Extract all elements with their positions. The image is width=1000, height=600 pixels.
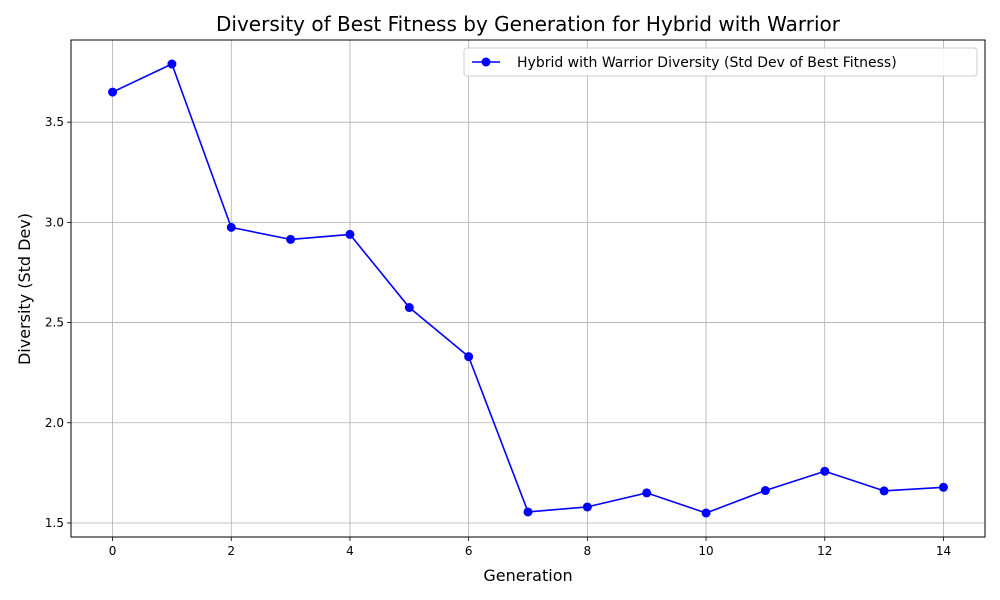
data-point: [938, 482, 948, 492]
y-tick-label: 1.5: [45, 516, 64, 530]
legend-marker-swatch: [481, 57, 491, 67]
data-point: [820, 466, 830, 476]
chart-title: Diversity of Best Fitness by Generation …: [216, 12, 841, 36]
y-tick-label: 3.0: [45, 215, 64, 229]
x-tick-label: 8: [584, 544, 592, 558]
data-point: [701, 508, 711, 518]
data-point: [879, 486, 889, 496]
y-tick-label: 2.5: [45, 316, 64, 330]
data-point: [404, 303, 414, 313]
data-point: [582, 502, 592, 512]
y-axis-label: Diversity (Std Dev): [15, 213, 34, 365]
x-tick-label: 12: [817, 544, 832, 558]
legend-box: [463, 47, 978, 77]
x-axis-label: Generation: [483, 566, 572, 585]
x-tick-label: 14: [936, 544, 951, 558]
x-tick-label: 6: [465, 544, 473, 558]
data-point: [286, 234, 296, 244]
data-point: [167, 59, 177, 69]
data-point: [464, 352, 474, 362]
data-point: [760, 486, 770, 496]
x-tick-label: 10: [698, 544, 713, 558]
x-tick-label: 4: [346, 544, 354, 558]
axis-ticks: 0 2 4 6 8 10 12 14 1.5 2.0 2.5 3.0 3.5: [45, 115, 951, 558]
x-tick-label: 0: [109, 544, 117, 558]
data-point: [642, 488, 652, 498]
legend-entry-label: Hybrid with Warrior Diversity (Std Dev o…: [517, 55, 897, 71]
data-point: [108, 87, 118, 97]
legend: Hybrid with Warrior Diversity (Std Dev o…: [463, 47, 978, 77]
grid: [71, 40, 985, 537]
y-tick-label: 2.0: [45, 416, 64, 430]
data-point: [523, 507, 533, 517]
y-tick-label: 3.5: [45, 115, 64, 129]
x-tick-label: 2: [227, 544, 235, 558]
plot-area-frame: [70, 39, 986, 538]
data-point: [345, 229, 355, 239]
data-point: [226, 222, 236, 232]
series-markers: [108, 59, 948, 518]
